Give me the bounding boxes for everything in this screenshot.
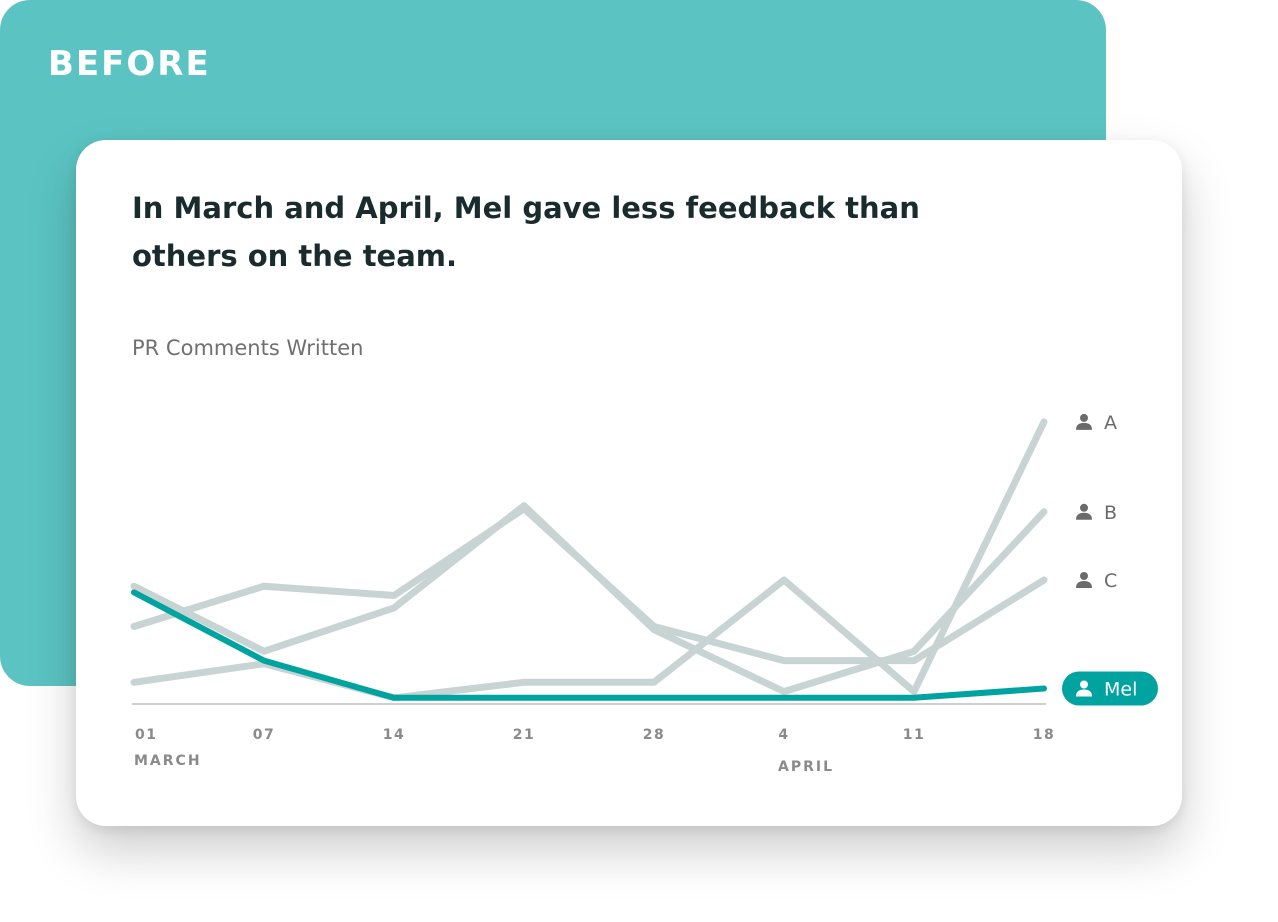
x-tick-label: 18 (1033, 727, 1055, 743)
legend-b: B (1076, 502, 1117, 524)
x-tick-label: 14 (383, 727, 405, 743)
legend-c: C (1076, 570, 1117, 592)
user-icon (1076, 503, 1092, 520)
legend-label: C (1104, 570, 1117, 592)
panel-label: BEFORE (48, 44, 211, 84)
line-chart: 01 07 14 21 28 4 11 18 MARCH APRIL A B C Mel (130, 412, 1158, 775)
legend-pill (1062, 671, 1158, 706)
series-line-c (130, 505, 1048, 665)
chart-title: PR Comments Written (132, 336, 364, 360)
chart-card: In March and April, Mel gave less feedba… (76, 140, 1182, 826)
series-line-mel (131, 589, 1047, 701)
month-label: APRIL (778, 759, 834, 775)
x-tick-label: 28 (643, 727, 665, 743)
legend-a: A (1076, 412, 1117, 434)
x-tick-label: 07 (253, 727, 275, 743)
x-tick-label: 11 (903, 727, 925, 743)
legend-label: Mel (1104, 679, 1137, 701)
user-icon (1076, 572, 1092, 588)
legend-mel: Mel (1062, 671, 1158, 706)
x-tick-label: 21 (513, 727, 535, 743)
headline: In March and April, Mel gave less feedba… (132, 191, 920, 273)
x-tick-label: 4 (778, 727, 789, 743)
legend-label: B (1104, 502, 1117, 524)
legend-label: A (1104, 412, 1117, 434)
x-tick-label: 01 (135, 727, 157, 743)
month-label: MARCH (134, 753, 202, 769)
user-icon (1076, 680, 1092, 697)
user-icon (1076, 413, 1092, 430)
